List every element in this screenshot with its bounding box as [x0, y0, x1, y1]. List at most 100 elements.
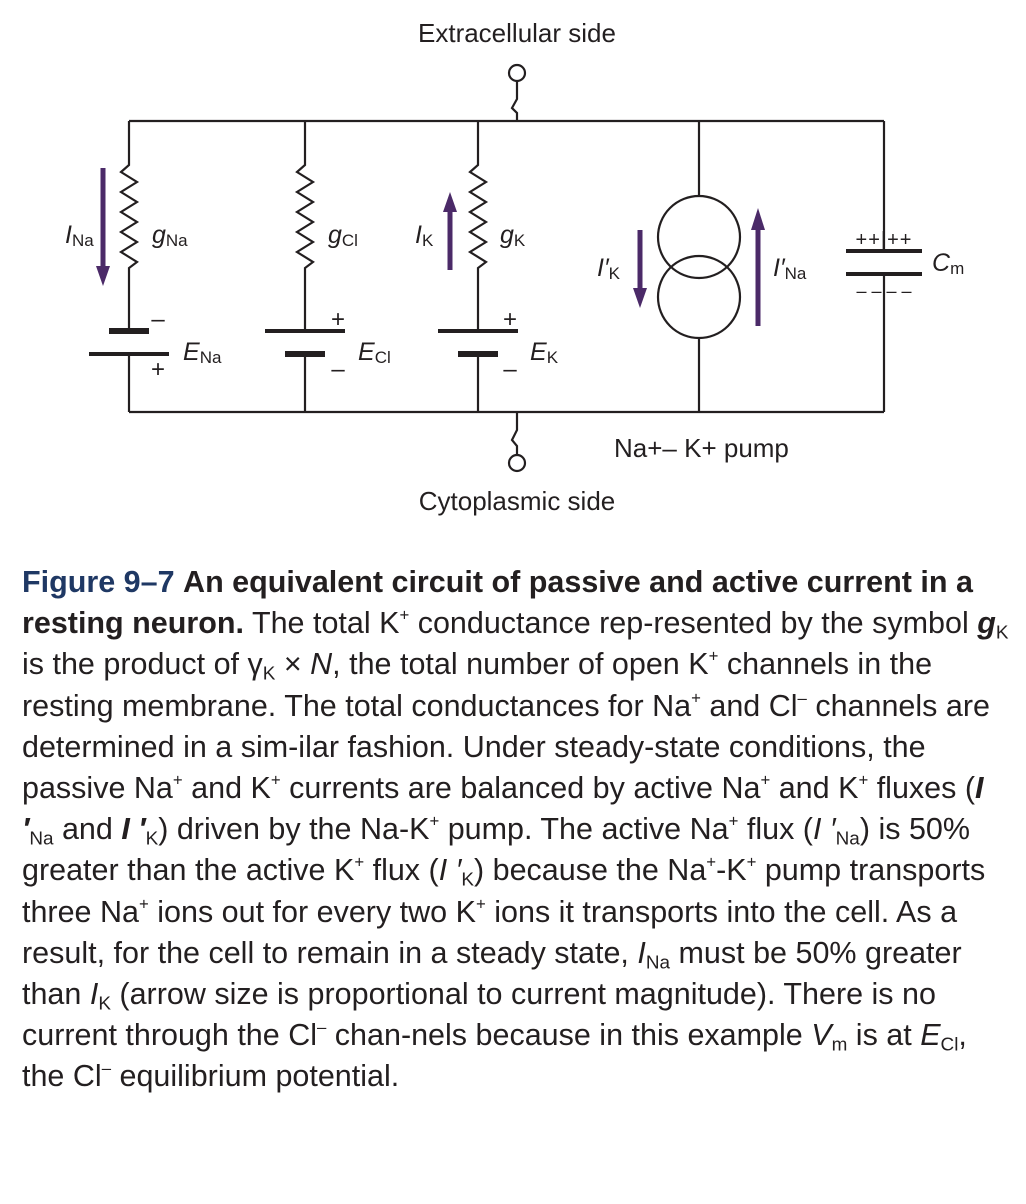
extracellular-terminal — [507, 63, 527, 83]
caption-text-run: must be 50% greater than — [22, 935, 962, 1012]
caption-text-run: Na — [835, 828, 860, 850]
caption-text-run: and — [53, 812, 122, 847]
caption-text-run: I ′ — [121, 812, 145, 846]
caption-text-run: flux ( — [364, 853, 439, 888]
caption-text-run: + — [858, 770, 869, 790]
caption-text-run: and Cl — [700, 688, 798, 723]
caption-text-run: g — [977, 606, 996, 641]
pump-lower-circle — [656, 254, 742, 340]
caption-text-run: + — [354, 852, 365, 872]
k-current-label: IK — [415, 221, 434, 250]
caption-text-run: , the Cl — [22, 1018, 967, 1094]
caption-text-run: × — [275, 647, 311, 682]
caption-text-run: + — [172, 770, 183, 790]
caption-text-run: + — [728, 811, 739, 831]
cl-battery-bottom-sign: – — [331, 356, 345, 383]
k-battery-label: EK — [530, 338, 559, 367]
caption-text-run: I ′ — [121, 812, 146, 847]
caption-text-run: , the total number of open K — [332, 647, 709, 682]
caption-text-run: ) is 50% greater than the active K — [22, 812, 970, 888]
k-resistor — [467, 121, 489, 331]
caption-text-run: + — [429, 811, 440, 831]
caption-text-run: I — [89, 977, 99, 1012]
caption-text-run: K — [145, 828, 159, 850]
caption-text-run: conductance rep-resented by the symbol — [409, 606, 978, 641]
pump-na-current-label: I′Na — [773, 254, 807, 283]
caption-text-run: I ′ — [438, 853, 462, 888]
caption-text-run: E — [920, 1018, 941, 1053]
caption-text-run: and K — [182, 771, 271, 806]
k-current-arrow-head — [443, 192, 457, 212]
caption-text-run: fluxes ( — [868, 771, 976, 806]
capacitor-bottom-charges: – – – – — [856, 281, 911, 301]
extracellular-side-label: Extracellular side — [418, 18, 616, 48]
na-current-arrow-head — [96, 266, 110, 286]
caption-text-run: is at — [847, 1018, 921, 1053]
cytoplasmic-lead — [510, 412, 519, 455]
caption-text-run: currents are balanced by active Na — [280, 771, 761, 806]
caption-text-run: I ′ — [812, 812, 836, 847]
pump-branch: I′K I′Na Na+– K+ pump — [597, 121, 807, 463]
caption-text-run: – — [317, 1017, 327, 1037]
caption-text-run: K — [995, 622, 1009, 644]
caption-text-run: – — [101, 1058, 112, 1078]
caption-text-run: I ′ — [22, 771, 984, 846]
caption-text-run: K — [461, 870, 474, 892]
caption-text-run: K — [262, 664, 276, 686]
caption-text-run: I ′ — [22, 771, 984, 847]
caption-text-run: Na — [645, 952, 671, 974]
na-resistor — [118, 121, 140, 331]
caption-text-run: is the product of γ — [22, 647, 263, 682]
caption-text-run: The total K — [251, 606, 400, 641]
cl-branch: gCl + – ECl — [265, 121, 391, 412]
caption-text-run: + — [691, 688, 701, 708]
caption-text-run: N — [310, 647, 333, 682]
pump-k-current-label: I′K — [597, 254, 621, 283]
caption-text-run: and K — [770, 771, 859, 806]
caption-text-run: + — [760, 770, 771, 790]
k-conductance-label: gK — [500, 221, 526, 250]
capacitor-label: Cm — [932, 249, 964, 278]
caption-text-run: + — [475, 894, 486, 914]
pump-label: Na+– K+ pump — [614, 433, 789, 463]
caption-text-run: Na — [29, 828, 54, 850]
figure-title: An equivalent circuit of passive and act… — [22, 565, 973, 641]
caption-text-run: pump. The active Na — [439, 812, 729, 847]
caption-text-run: m — [831, 1034, 848, 1056]
cl-conductance-label: gCl — [328, 221, 358, 250]
caption-text-run: Cl — [940, 1034, 959, 1056]
figure-label: Figure 9–7 — [22, 565, 175, 599]
caption-text-run: channels in the resting membrane. The to… — [22, 647, 933, 723]
cl-resistor — [294, 121, 316, 331]
na-branch: INa gNa – + ENa — [65, 121, 222, 412]
k-branch: IK gK + – EK — [415, 121, 559, 412]
caption-text-run: pump transports three Na — [22, 853, 986, 929]
caption-text-run: channels are determined in a sim-ilar fa… — [22, 688, 990, 806]
na-battery-label: ENa — [183, 338, 222, 367]
pump-na-arrow-head — [751, 208, 765, 230]
caption-text-run: chan-nels because in this example — [326, 1018, 812, 1053]
caption-text-run: -K — [716, 853, 747, 888]
pump-upper-circle — [656, 194, 742, 280]
caption-text-run: flux ( — [738, 812, 813, 847]
na-conductance-label: gNa — [152, 221, 188, 250]
caption-text-run: + — [270, 770, 281, 790]
cytoplasmic-terminal — [507, 453, 527, 473]
caption-text-run: g — [977, 606, 996, 640]
caption-text-run: + — [706, 852, 717, 872]
na-current-label: INa — [65, 221, 94, 250]
na-battery-top-sign: – — [151, 306, 165, 333]
k-battery-bottom-sign: – — [503, 356, 517, 383]
caption-text-run: (arrow size is proportional to current m… — [22, 977, 936, 1053]
extracellular-lead — [510, 81, 519, 121]
caption-text-run: equilibrium potential. — [111, 1059, 400, 1094]
na-battery-bottom-sign: + — [151, 356, 165, 383]
caption-text-run: + — [746, 852, 757, 872]
k-battery-top-sign: + — [503, 306, 517, 333]
caption-text-run: + — [708, 646, 719, 666]
caption-text-run: ) because the Na — [474, 853, 707, 888]
caption-text-run: ions out for every two K — [148, 894, 476, 929]
cytoplasmic-side-label: Cytoplasmic side — [419, 486, 616, 516]
caption-text-run: I — [637, 935, 646, 970]
caption-text-run: V — [811, 1018, 832, 1053]
